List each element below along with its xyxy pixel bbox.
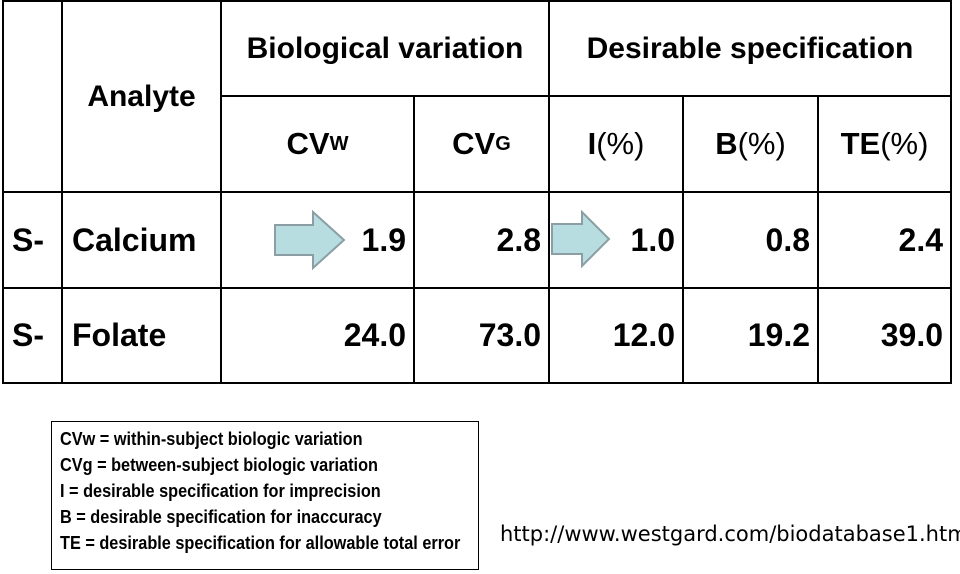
header-i: I (%) bbox=[550, 97, 682, 191]
row-folate-te: 39.0 bbox=[880, 317, 943, 353]
table-line-col-prefix bbox=[61, 0, 63, 384]
table-line-col-cvg bbox=[548, 0, 550, 384]
row-folate-analyte: Folate bbox=[72, 317, 167, 353]
header-te-unit: (%) bbox=[880, 126, 929, 161]
row-folate-cvg: 73.0 bbox=[478, 317, 541, 353]
header-te: TE (%) bbox=[819, 97, 950, 191]
row-folate-i: 12.0 bbox=[612, 317, 675, 353]
header-b: B (%) bbox=[684, 97, 817, 191]
header-b-main: B bbox=[715, 126, 738, 161]
header-analyte: Analyte bbox=[87, 80, 196, 113]
header-i-main: I bbox=[587, 126, 597, 161]
arrow-right-icon bbox=[274, 209, 346, 271]
row-calcium-cvw: 1.9 bbox=[361, 221, 406, 258]
row-folate-prefix: S- bbox=[12, 317, 44, 353]
header-i-unit: (%) bbox=[596, 126, 645, 161]
table-border-right bbox=[950, 0, 952, 384]
header-b-unit: (%) bbox=[737, 126, 786, 161]
table-line-col-cvw bbox=[413, 95, 415, 384]
row-calcium-prefix: S- bbox=[12, 221, 44, 258]
table-border-bottom bbox=[2, 382, 952, 384]
source-url: http://www.westgard.com/biodatabase1.htm bbox=[500, 522, 960, 546]
row-calcium-analyte: Calcium bbox=[72, 221, 197, 258]
header-te-main: TE bbox=[840, 126, 881, 161]
table-line-header-mid bbox=[220, 95, 952, 97]
row-folate-cvw: 24.0 bbox=[343, 317, 406, 353]
legend-line-cvg: CVg = between-subject biologic variation bbox=[60, 454, 378, 475]
header-cvg-main: CV bbox=[452, 126, 496, 161]
header-biological-variation: Biological variation bbox=[246, 31, 524, 65]
legend-line-te: TE = desirable specification for allowab… bbox=[60, 532, 461, 553]
arrow-right-icon bbox=[551, 209, 611, 269]
row-folate-b: 19.2 bbox=[747, 317, 810, 353]
legend-line-i: I = desirable specification for imprecis… bbox=[60, 480, 381, 501]
table-line-col-b bbox=[817, 95, 819, 384]
legend-line-b: B = desirable specification for inaccura… bbox=[60, 506, 382, 527]
legend-box: CVw = within-subject biologic variation … bbox=[51, 421, 479, 570]
header-cvw: CV W bbox=[286, 126, 349, 161]
table-line-row-divider bbox=[2, 287, 952, 289]
header-desirable-specification: Desirable specification bbox=[586, 31, 914, 65]
row-calcium-cvg: 2.8 bbox=[496, 221, 541, 258]
table-line-col-i bbox=[682, 95, 684, 384]
table-border-left bbox=[2, 0, 4, 384]
header-cvw-main: CV bbox=[286, 126, 330, 161]
table-border-top bbox=[2, 0, 952, 2]
table-line-col-analyte bbox=[220, 0, 222, 384]
legend-line-cvw: CVw = within-subject biologic variation bbox=[60, 428, 363, 449]
table-line-header-bottom bbox=[2, 191, 952, 193]
header-cvg: CV G bbox=[452, 126, 511, 161]
row-calcium-i: 1.0 bbox=[630, 221, 675, 258]
row-calcium-b: 0.8 bbox=[765, 221, 810, 258]
row-calcium-te: 2.4 bbox=[898, 221, 943, 258]
